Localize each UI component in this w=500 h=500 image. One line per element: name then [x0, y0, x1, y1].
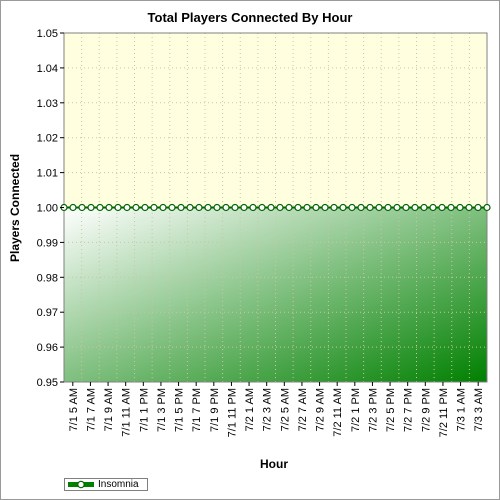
- x-tick-label: 7/1 9 AM: [103, 388, 115, 431]
- data-point-insomnia: [150, 203, 158, 212]
- data-point-insomnia: [105, 203, 113, 212]
- data-point-insomnia: [204, 203, 212, 212]
- x-tick-label: 7/1 5 PM: [174, 388, 186, 432]
- legend-swatch-insomnia: [68, 480, 94, 489]
- y-tick-label: 1.04: [37, 63, 58, 75]
- x-tick-label: 7/3 3 AM: [473, 388, 485, 431]
- y-tick-label: 0.95: [37, 377, 58, 389]
- data-point-insomnia: [240, 203, 248, 212]
- x-tick-label: 7/2 1 AM: [244, 388, 256, 431]
- x-tick-label: 7/2 5 PM: [385, 388, 397, 432]
- x-tick-label: 7/1 5 AM: [68, 388, 80, 431]
- y-tick-label: 0.97: [37, 307, 58, 319]
- data-point-insomnia: [402, 203, 410, 212]
- y-tick-label: 0.99: [37, 237, 58, 249]
- data-point-insomnia: [195, 203, 203, 212]
- data-point-insomnia: [132, 203, 140, 212]
- data-point-insomnia: [177, 203, 185, 212]
- x-tick-label: 7/1 1 PM: [138, 388, 150, 432]
- data-point-insomnia: [213, 203, 221, 212]
- data-point-insomnia: [123, 203, 131, 212]
- series-area-insomnia: [64, 207, 487, 382]
- data-point-insomnia: [438, 203, 446, 212]
- data-point-insomnia: [258, 203, 266, 212]
- data-point-insomnia: [159, 203, 167, 212]
- data-point-insomnia: [249, 203, 257, 212]
- data-point-insomnia: [96, 203, 104, 212]
- data-point-insomnia: [168, 203, 176, 212]
- x-tick-label: 7/2 3 AM: [262, 388, 274, 431]
- data-point-insomnia: [69, 203, 77, 212]
- data-point-insomnia: [312, 203, 320, 212]
- x-tick-label: 7/1 9 PM: [209, 388, 221, 432]
- data-point-insomnia: [186, 203, 194, 212]
- x-tick-label: 7/2 9 AM: [315, 388, 327, 431]
- y-tick-label: 0.98: [37, 272, 58, 284]
- x-tick-label: 7/1 7 AM: [85, 388, 97, 431]
- data-point-insomnia: [285, 203, 293, 212]
- y-tick-label: 0.96: [37, 342, 58, 354]
- x-tick-label: 7/2 11 PM: [438, 388, 450, 437]
- y-tick-label: 1.05: [37, 28, 58, 40]
- data-point-insomnia: [456, 203, 464, 212]
- data-point-insomnia: [276, 203, 284, 212]
- data-point-insomnia: [303, 203, 311, 212]
- y-tick-label: 1.02: [37, 133, 58, 145]
- y-tick-label: 1.00: [37, 203, 58, 215]
- x-tick-label: 7/2 5 AM: [279, 388, 291, 431]
- y-tick-label: 1.01: [37, 168, 58, 180]
- legend: Insomnia: [64, 478, 148, 491]
- data-point-insomnia: [375, 203, 383, 212]
- data-point-insomnia: [420, 203, 428, 212]
- x-tick-label: 7/1 11 PM: [226, 388, 238, 437]
- x-tick-label: 7/1 11 AM: [121, 388, 133, 437]
- data-point-insomnia: [231, 203, 239, 212]
- x-tick-label: 7/3 1 AM: [456, 388, 468, 431]
- data-point-insomnia: [114, 203, 122, 212]
- y-tick-label: 1.03: [37, 98, 58, 110]
- data-point-insomnia: [267, 203, 275, 212]
- x-tick-label: 7/2 3 PM: [367, 388, 379, 432]
- data-point-insomnia: [87, 203, 95, 212]
- x-axis-label: Hour: [260, 457, 288, 471]
- data-point-insomnia: [78, 203, 86, 212]
- data-point-insomnia: [321, 203, 329, 212]
- x-tick-label: 7/2 7 AM: [297, 388, 309, 431]
- data-point-insomnia: [339, 203, 347, 212]
- data-point-insomnia: [348, 203, 356, 212]
- data-point-insomnia: [366, 203, 374, 212]
- x-tick-label: 7/2 11 AM: [332, 388, 344, 437]
- data-point-insomnia: [411, 203, 419, 212]
- data-point-insomnia: [294, 203, 302, 212]
- x-tick-label: 7/2 7 PM: [403, 388, 415, 432]
- data-point-insomnia: [474, 203, 482, 212]
- data-point-insomnia: [483, 203, 491, 212]
- data-point-insomnia: [384, 203, 392, 212]
- data-point-insomnia: [357, 203, 365, 212]
- x-tick-label: 7/1 7 PM: [191, 388, 203, 432]
- y-axis-label: Players Connected: [8, 154, 22, 262]
- data-point-insomnia: [429, 203, 437, 212]
- data-point-insomnia: [222, 203, 230, 212]
- data-point-insomnia: [141, 203, 149, 212]
- data-point-insomnia: [330, 203, 338, 212]
- x-tick-label: 7/2 1 PM: [350, 388, 362, 432]
- x-tick-label: 7/2 9 PM: [420, 388, 432, 432]
- x-tick-label: 7/1 3 PM: [156, 388, 168, 432]
- data-point-insomnia: [447, 203, 455, 212]
- data-point-insomnia: [393, 203, 401, 212]
- chart-title: Total Players Connected By Hour: [148, 10, 353, 25]
- data-point-insomnia: [465, 203, 473, 212]
- legend-label-insomnia: Insomnia: [98, 479, 139, 490]
